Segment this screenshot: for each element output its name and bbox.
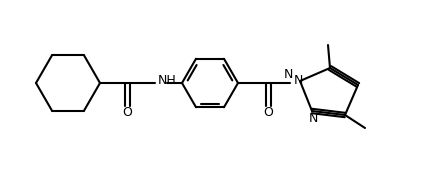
Text: O: O — [122, 106, 132, 119]
Text: N: N — [293, 74, 303, 86]
Text: O: O — [263, 106, 273, 119]
Text: NH: NH — [158, 74, 177, 86]
Text: N: N — [308, 113, 318, 125]
Text: N: N — [283, 69, 293, 81]
